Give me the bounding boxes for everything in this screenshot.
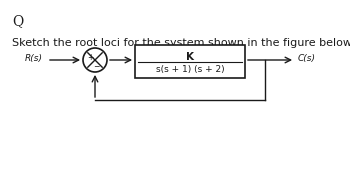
Text: +: + xyxy=(87,52,93,62)
Text: s(s + 1) (s + 2): s(s + 1) (s + 2) xyxy=(156,65,224,74)
Bar xyxy=(135,45,245,78)
Text: Sketch the root loci for the system shown in the figure below: Sketch the root loci for the system show… xyxy=(12,38,350,48)
Text: Q: Q xyxy=(12,14,23,28)
Text: −: − xyxy=(93,63,99,71)
Text: R(s): R(s) xyxy=(25,55,43,63)
Text: C(s): C(s) xyxy=(298,55,316,63)
Text: K: K xyxy=(186,51,194,62)
